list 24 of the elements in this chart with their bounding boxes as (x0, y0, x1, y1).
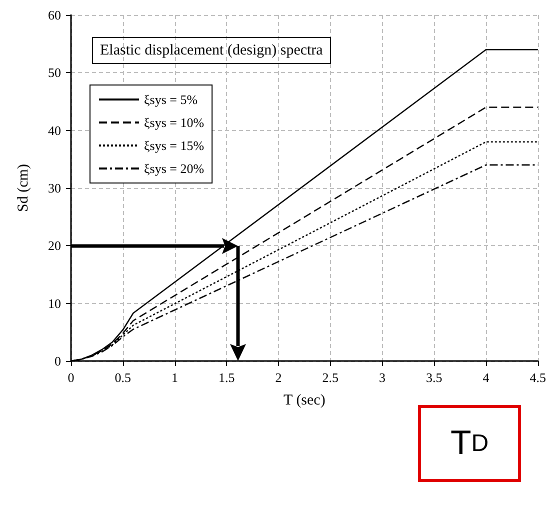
x-tick-label: 0 (68, 370, 74, 385)
legend-label: ξsys = 5% (144, 92, 198, 107)
x-tick-label: 3.5 (426, 370, 442, 385)
x-tick-label: 1 (172, 370, 178, 385)
text: Elastic displacement (design) spectra (100, 42, 324, 58)
y-tick-label: 40 (48, 122, 61, 138)
y-tick-label: 0 (54, 354, 61, 368)
y-tick-label: 10 (48, 296, 61, 311)
y-axis-title: Sd (cm) (16, 164, 32, 212)
x-tick-label: 2.5 (322, 370, 338, 385)
x-tick-label: 4.5 (530, 370, 546, 385)
x-tick-label: 3 (379, 370, 386, 385)
y-tick-label: 20 (48, 238, 61, 254)
x-axis-title: T (sec) (284, 392, 326, 408)
y-tick-label: 30 (48, 180, 61, 196)
x-tick-label: 4 (482, 370, 490, 385)
x-tick-label: 1.5 (218, 370, 235, 385)
y-tick-label: 60 (48, 8, 61, 22)
legend-label: ξsys = 10% (144, 115, 204, 130)
legend-label: ξsys = 15% (144, 138, 204, 153)
legend-label: ξsys = 20% (144, 161, 204, 176)
y-tick-label: 50 (48, 65, 61, 80)
x-tick-label: 0.5 (114, 370, 131, 385)
x-tick-label: 2 (275, 370, 282, 385)
